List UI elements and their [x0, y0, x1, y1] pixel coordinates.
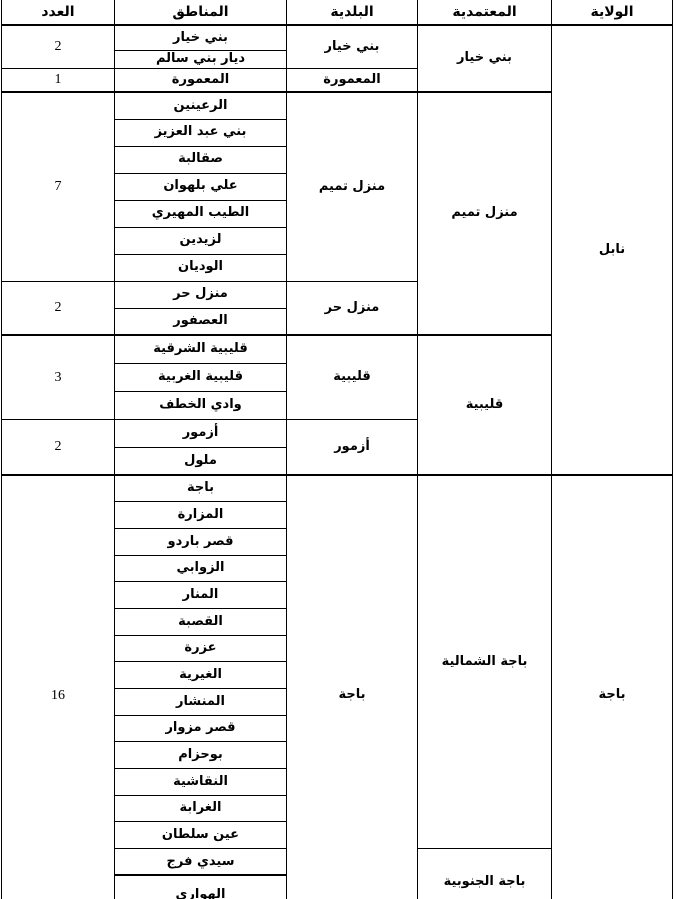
header-delegation: المعتمدية: [417, 0, 552, 26]
area-cell: القصبة: [114, 607, 287, 636]
table-row: منزل حر منزل حر 2: [1, 280, 673, 336]
area-cell: المزارة: [114, 501, 287, 529]
area-cell: قصر مزوار: [114, 714, 287, 743]
table-row: لزيدين: [2, 226, 673, 255]
area-cell: عزرة: [114, 634, 287, 663]
table-row: بوحزام: [2, 741, 673, 770]
header-count: العدد: [1, 0, 115, 26]
header-row: الولاية المعتمدية البلدية المناطق العدد: [1, 0, 673, 26]
state-cell: نابل: [551, 24, 673, 476]
area-cell: المعمورة: [114, 67, 287, 93]
area-cell: قصر باردو: [114, 527, 287, 556]
area-cell: علي بلهوان: [114, 172, 287, 201]
area-cell: بني خيار: [114, 24, 287, 51]
area-cell: قليبية الشرقية: [114, 334, 287, 364]
table-row: الزوابي: [2, 554, 673, 583]
area-cell: عين سلطان: [114, 821, 287, 850]
area-cell: صقالبة: [114, 145, 287, 174]
delegation-cell: قليبية: [417, 334, 552, 476]
municipality-cell: منزل تميم: [286, 91, 418, 282]
table-row: منزل تميم منزل تميم الرعينين 7: [1, 91, 673, 336]
area-cell: سيدي فرج: [114, 848, 287, 877]
area-cell: المنشار: [114, 688, 287, 716]
area-cell: الغيرية: [114, 661, 287, 689]
table-row: قليبية قليبية قليبية الشرقية 3: [1, 334, 673, 476]
area-cell: بوحزام: [114, 741, 287, 770]
area-cell: ديار بني سالم: [114, 49, 287, 69]
area-cell: الطيب المهيري: [114, 199, 287, 228]
count-cell: 7: [1, 91, 115, 282]
table-row: عين سلطان: [2, 821, 673, 850]
municipality-cell: منزل حر: [286, 280, 418, 336]
table-row: النقاشية: [2, 768, 673, 796]
count-cell: 2: [1, 280, 115, 336]
count-cell: 3: [1, 334, 115, 420]
delegation-cell: منزل تميم: [417, 91, 552, 336]
area-cell: قليبية الغربية: [114, 362, 287, 392]
header-areas: المناطق: [114, 0, 287, 26]
table-row: المنشار: [2, 688, 673, 716]
table-row: باجة باجة الشمالية باجة باجة 16: [1, 473, 673, 899]
table-row: صقالبة: [2, 145, 673, 174]
state-cell: باجة: [551, 473, 673, 899]
table-row: الهواري: [2, 874, 673, 899]
count-cell: 2: [1, 418, 115, 476]
municipality-cell: باجة: [286, 473, 418, 899]
delegation-cell: بني خيار: [417, 24, 552, 93]
delegation-cell: باجة الجنوبية: [417, 848, 552, 899]
table-row: أزمور أزمور 2: [1, 418, 673, 476]
area-cell: وادي الخطف: [114, 390, 287, 420]
count-cell: 16: [1, 473, 115, 899]
municipality-cell: بني خيار: [286, 24, 418, 69]
table-row: قليبية الغربية: [2, 362, 673, 392]
table-row: الوديان: [2, 253, 673, 282]
table-row: نابل بني خيار بني خيار بني خيار 2: [1, 24, 673, 476]
table-row: باجة الجنوبية سيدي فرج: [2, 848, 673, 899]
area-cell: أزمور: [114, 418, 287, 448]
table-row: الغيرية: [2, 661, 673, 689]
area-cell: العصفور: [114, 307, 287, 336]
delegation-cell: باجة الشمالية: [417, 474, 552, 850]
municipality-cell: المعمورة: [286, 67, 418, 93]
table-row: عزرة: [2, 634, 673, 663]
table-row: قصر باردو: [2, 527, 673, 556]
area-cell: الرعينين: [114, 91, 287, 120]
table-row: قصر مزوار: [2, 714, 673, 743]
table-row: الطيب المهيري: [2, 199, 673, 228]
header-municipality: البلدية: [286, 0, 418, 26]
municipality-cell: أزمور: [286, 418, 418, 476]
area-cell: الهواري: [114, 874, 287, 899]
area-cell: بني عبد العزيز: [114, 118, 287, 147]
area-cell: ملول: [114, 446, 287, 476]
table-row: علي بلهوان: [2, 172, 673, 201]
municipality-cell: قليبية: [286, 334, 418, 420]
count-cell: 2: [1, 24, 115, 69]
area-cell: الزوابي: [114, 554, 287, 583]
area-cell: الوديان: [114, 253, 287, 282]
area-cell: منزل حر: [114, 280, 287, 309]
count-cell: 1: [1, 67, 115, 93]
area-cell: باجة: [114, 474, 287, 503]
table-row: المزارة: [2, 501, 673, 529]
area-cell: الغرابة: [114, 794, 287, 823]
header-state: الولاية: [551, 0, 673, 26]
table-row: الغرابة: [2, 794, 673, 823]
table-row: ملول: [2, 446, 673, 476]
table-row: وادي الخطف: [2, 390, 673, 420]
area-cell: المنار: [114, 581, 287, 609]
area-cell: النقاشية: [114, 768, 287, 796]
area-cell: لزيدين: [114, 226, 287, 255]
table-row: المنار: [2, 581, 673, 609]
table-row: القصبة: [2, 607, 673, 636]
